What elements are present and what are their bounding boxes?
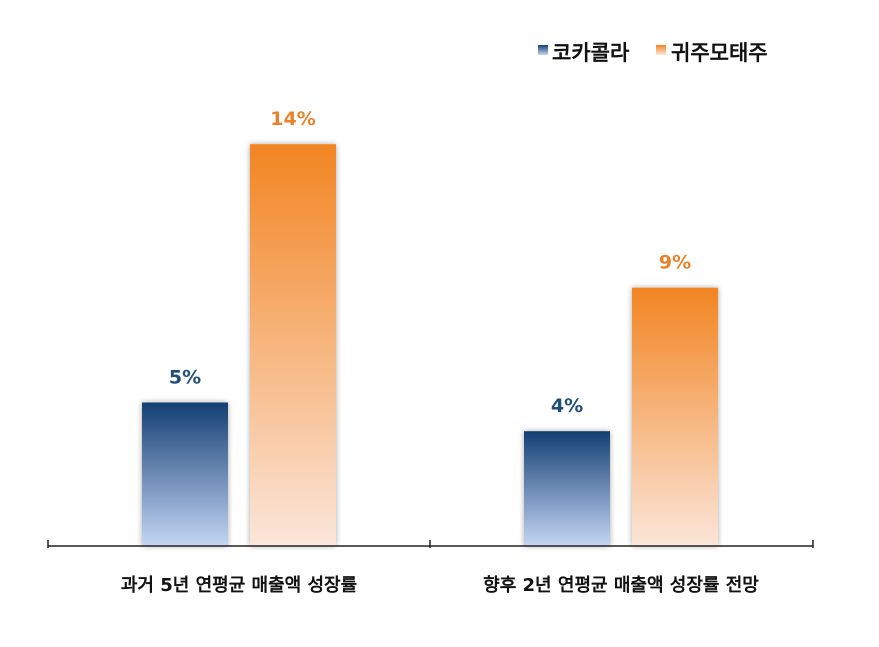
- category-label-1: 향후 2년 연평균 매출액 성장률 전망: [483, 575, 759, 596]
- data-labels-group: 5% 14% 4% 9%: [169, 108, 691, 417]
- x-axis: [47, 540, 814, 548]
- bars-group: [142, 144, 718, 546]
- bar-kweichow-moutai-1: [632, 287, 718, 546]
- legend-label-1: 귀주모태주: [671, 41, 768, 65]
- category-labels-group: 과거 5년 연평균 매출액 성장률 향후 2년 연평균 매출액 성장률 전망: [121, 575, 759, 596]
- legend-label-0: 코카콜라: [552, 41, 630, 65]
- category-label-0: 과거 5년 연평균 매출액 성장률: [121, 575, 357, 596]
- data-label-0-1: 4%: [551, 395, 583, 417]
- data-label-1-1: 9%: [659, 252, 691, 274]
- bar-kweichow-moutai-0: [250, 144, 336, 546]
- legend: 코카콜라 귀주모태주: [538, 41, 768, 65]
- bar-coca-cola-1: [524, 431, 610, 546]
- bar-coca-cola-0: [142, 402, 228, 546]
- data-label-0-0: 5%: [169, 367, 201, 389]
- legend-swatch-0: [538, 45, 548, 55]
- legend-swatch-1: [656, 45, 666, 55]
- data-label-1-0: 14%: [270, 108, 315, 130]
